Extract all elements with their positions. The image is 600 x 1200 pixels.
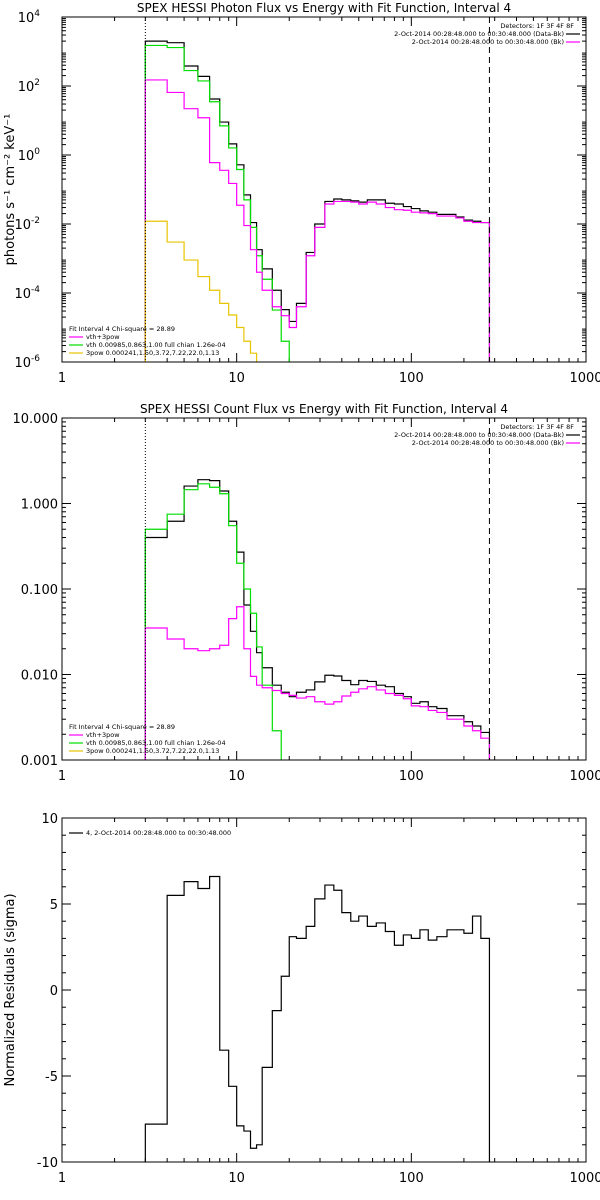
x-tick-label: 1000 [569,1171,600,1186]
chart-title: SPEX HESSI Count Flux vs Energy with Fit… [140,402,508,416]
y-tick-label: 102 [18,78,40,95]
legend-entry: 2-Oct-2014 00:28:48.000 to 00:30:48.000 … [412,38,564,46]
x-tick-label: 100 [399,1171,424,1186]
y-tick-label: 0.010 [21,669,58,684]
y-axis-label: Normalized Residuals (sigma) [3,893,18,1086]
chart-panel-1: SPEX HESSI Photon Flux vs Energy with Fi… [3,1,600,386]
x-tick-label: 1 [58,1171,66,1186]
plot-area [144,40,491,362]
y-tick-base: 10 [14,356,31,371]
x-tick-label: 10 [228,769,245,784]
series-line-2 [144,483,282,760]
plot-frame [61,417,587,761]
fit-summary-label: Fit Interval 4 Chi-square = 28.89 [69,325,175,333]
y-tick-exponent: -2 [31,216,40,226]
y-tick-label: 104 [18,9,41,26]
x-tick-label: 1 [58,371,66,386]
series-line-3 [144,606,491,760]
y-tick-base: 10 [14,218,31,233]
x-tick-label: 1000 [569,769,600,784]
y-tick-label: 100 [18,147,41,164]
fit-legend-entry: 3pow 0.000241,1.50,3.72,7.22,22.0,1.13 [86,747,219,755]
y-tick-exponent: -6 [31,354,40,364]
x-tick-label: 100 [399,371,424,386]
y-tick-label: 0.100 [21,583,58,598]
y-tick-label: -5 [45,1070,58,1085]
fit-legend-entry: 3pow 0.000241,1.50,3.72,7.22,22.0,1.13 [86,349,219,357]
x-tick-label: 10 [228,371,245,386]
plot-area [144,479,491,760]
chart-panel-3: 1 10 100 1000 -10 -5 0 5 10 Normalized Residuals … [3,812,600,1186]
fit-legend-entry: vth 0.00985,0.863,1.00 full chian 1.26e-… [86,739,226,747]
fit-legend-entry: vth 0.00985,0.863,1.00 full chian 1.26e-… [86,341,226,349]
fit-summary-label: Fit Interval 4 Chi-square = 28.89 [69,723,175,731]
y-tick-exponent: -4 [31,285,40,295]
plot-frame [61,817,587,1163]
y-tick-label: 10-2 [14,216,40,233]
y-tick-label: 1.000 [21,498,58,513]
chart-title: SPEX HESSI Photon Flux vs Energy with Fi… [137,1,511,15]
legend-entry: 2-Oct-2014 00:28:48.000 to 00:30:48.000 … [394,30,564,38]
x-tick-label: 1 [58,769,66,784]
y-tick-label: -10 [37,1156,58,1171]
y-tick-exponent: 4 [34,9,40,19]
series-line-1 [144,875,491,1162]
series-line-1 [144,479,491,760]
y-tick-label: 0 [50,984,58,999]
legend-entry: 2-Oct-2014 00:28:48.000 to 00:30:48.000 … [412,439,564,447]
y-tick-base: 10 [18,149,35,164]
chart-panel-2: SPEX HESSI Count Flux vs Energy with Fit… [13,402,600,784]
y-tick-label: 0.001 [21,754,58,769]
y-tick-label: 10 [41,812,58,827]
detectors-label: Detectors: 1F 3F 4F 8F [500,423,574,431]
y-tick-exponent: 0 [34,147,40,157]
fit-legend-entry: vth+3pow [86,731,120,739]
y-tick-label: 10-6 [14,354,40,371]
y-tick-exponent: 2 [34,78,40,88]
series-line-1 [144,40,491,362]
plot-area [144,875,491,1162]
y-tick-label: 5 [50,898,58,913]
series-line-2 [144,44,298,362]
legend-entry: 2-Oct-2014 00:28:48.000 to 00:30:48.000 … [394,431,564,439]
plot-frame [61,16,587,363]
y-tick-base: 10 [18,11,35,26]
series-line-4 [144,220,258,362]
y-axis-label: photons s⁻¹ cm⁻² keV⁻¹ [3,114,18,266]
x-tick-label: 1000 [569,371,600,386]
y-tick-label: 10-4 [14,285,40,302]
y-tick-base: 10 [18,80,35,95]
y-tick-label: 10.000 [13,412,59,427]
fit-legend-entry: vth+3pow [86,333,120,341]
x-tick-label: 10 [228,1171,245,1186]
x-tick-label: 100 [399,769,424,784]
series-line-3 [144,79,491,362]
detectors-label: Detectors: 1F 3F 4F 8F [500,22,574,30]
y-tick-base: 10 [14,287,31,302]
residual-legend-entry: 4, 2-Oct-2014 00:28:48.000 to 00:30:48.0… [86,829,231,837]
